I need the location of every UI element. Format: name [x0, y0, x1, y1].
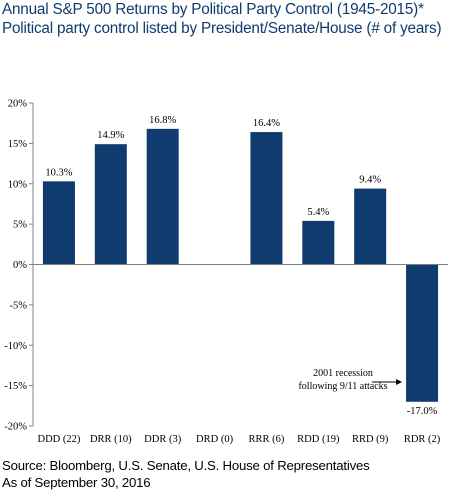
bar	[302, 220, 335, 265]
bar	[94, 144, 127, 265]
chart-title: Annual S&P 500 Returns by Political Part…	[2, 1, 424, 18]
y-tick-label: 20%	[8, 99, 28, 110]
x-tick-label: DRD (0)	[196, 434, 234, 445]
bar-chart: 20% 15% 10% 5% 0% -5% -10% -15% -20% 10.3% DDD (22…	[4, 99, 448, 445]
bar	[406, 264, 439, 402]
data-label: 10.3%	[45, 167, 72, 178]
y-tick-label: 0%	[13, 260, 27, 271]
annotation-arrow-head	[396, 379, 403, 385]
data-label: 14.9%	[97, 130, 124, 141]
bar	[250, 132, 283, 265]
data-label: 16.8%	[149, 115, 176, 126]
y-tick-label: -20%	[4, 422, 27, 433]
bar	[42, 181, 75, 265]
x-tick-label: RDR (2)	[404, 434, 441, 445]
bar	[354, 188, 387, 265]
annotation-line-1: 2001 recession	[313, 368, 373, 379]
x-tick-label: RRD (9)	[352, 434, 389, 445]
source-note: Source: Bloomberg, U.S. Senate, U.S. Hou…	[2, 458, 370, 473]
as-of-date: As of September 30, 2016	[2, 475, 151, 490]
x-tick-label: RRR (6)	[248, 434, 284, 445]
x-tick-label: DDR (3)	[144, 434, 182, 445]
data-label: -17.0%	[407, 406, 438, 417]
y-tick-label: -15%	[4, 381, 27, 392]
bar	[146, 128, 179, 265]
y-tick-label: 15%	[8, 139, 28, 150]
y-tick-label: -5%	[10, 300, 28, 311]
data-label: 16.4%	[253, 118, 280, 129]
chart-subtitle: Political party control listed by Presid…	[2, 20, 442, 37]
annotation-line-2: following 9/11 attacks	[298, 381, 387, 392]
data-label: 5.4%	[307, 207, 329, 218]
y-tick-label: -10%	[4, 341, 27, 352]
x-tick-label: DRR (10)	[90, 434, 132, 445]
y-tick-label: 10%	[8, 179, 28, 190]
x-tick-label: DDD (22)	[38, 434, 81, 445]
y-tick-label: 5%	[13, 220, 27, 231]
data-label: 9.4%	[359, 175, 381, 186]
x-tick-label: RDD (19)	[297, 434, 340, 445]
